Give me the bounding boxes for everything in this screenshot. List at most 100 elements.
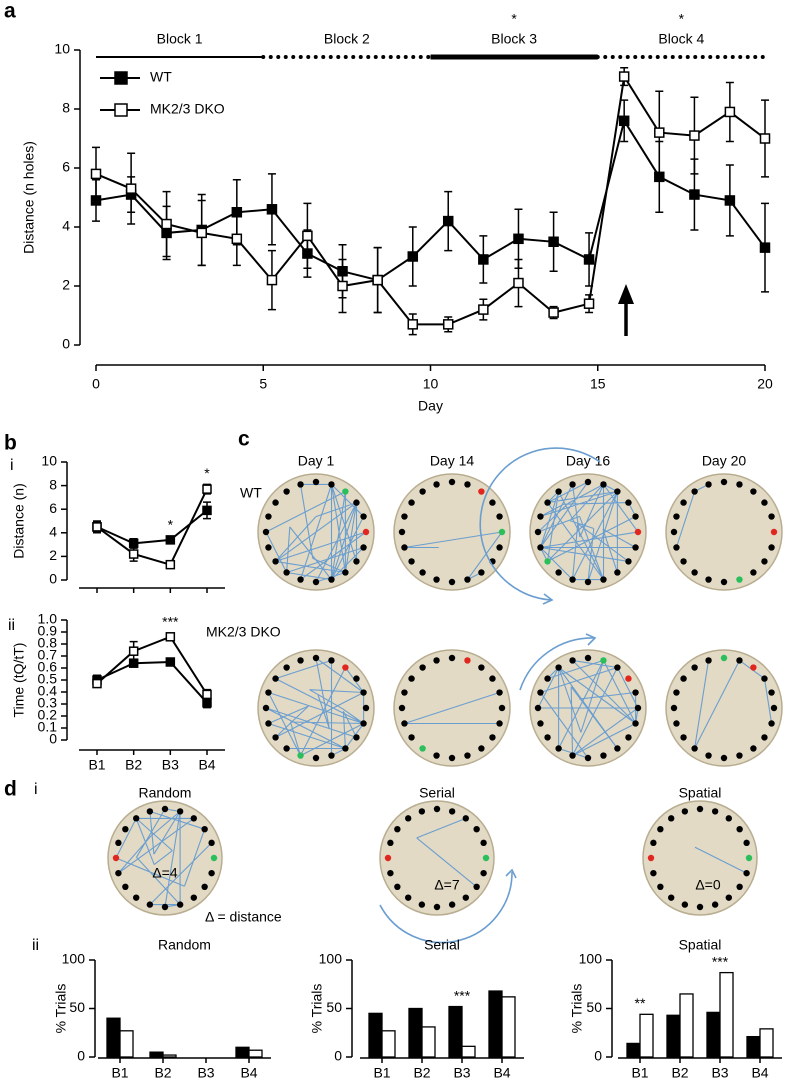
x-tick-label: 10: [423, 376, 439, 392]
hole: [489, 675, 496, 682]
y-tick-label: 8: [62, 100, 70, 116]
panel-label: a: [4, 0, 16, 23]
hole: [312, 754, 320, 762]
hole: [555, 745, 562, 752]
hole: [394, 825, 401, 833]
hole: [650, 839, 657, 847]
hole: [761, 499, 768, 506]
significance: ***: [712, 953, 729, 969]
hole: [625, 558, 632, 565]
hole: [555, 488, 562, 495]
hole: [489, 734, 496, 741]
hole: [569, 752, 576, 759]
subpanel-label: ii: [32, 937, 39, 954]
hole: [680, 734, 687, 741]
hole: [537, 720, 544, 727]
y-tick-label: 0: [49, 731, 57, 747]
marker: [478, 254, 489, 265]
marker: [90, 195, 102, 206]
marker: [513, 233, 524, 245]
y-tick-label: 0: [594, 1048, 602, 1064]
hole: [408, 734, 415, 741]
hole: [272, 734, 279, 741]
hole: [482, 854, 490, 862]
y-tick-label: 6: [62, 159, 70, 175]
hole: [115, 869, 122, 877]
marker: [583, 254, 595, 265]
hole: [132, 894, 140, 901]
hole: [210, 854, 218, 862]
marker: [266, 274, 278, 286]
delta-label: Δ=7: [434, 877, 460, 893]
pattern-title: Serial: [419, 785, 455, 801]
marker: [90, 168, 102, 180]
bar: [706, 1011, 721, 1058]
hole: [201, 883, 208, 891]
hole: [584, 754, 592, 762]
chart-title: Random: [158, 937, 211, 953]
bar: [639, 1013, 654, 1058]
hole: [711, 901, 719, 908]
marker: [202, 505, 212, 516]
hole: [404, 894, 412, 901]
bar: [149, 1051, 164, 1058]
hole: [408, 675, 415, 682]
hole: [634, 704, 642, 712]
x-tick-label: B4: [751, 1065, 768, 1080]
hole: [387, 869, 394, 877]
series-line: [95, 73, 766, 326]
hole: [657, 883, 664, 891]
hole: [342, 745, 349, 752]
bar: [488, 990, 503, 1058]
legend-marker: [114, 71, 128, 85]
x-tick-label: B1: [111, 1065, 128, 1080]
hole: [750, 488, 757, 495]
panel-label: b: [4, 432, 17, 455]
hole: [555, 664, 562, 671]
marker: [724, 195, 736, 206]
hole: [750, 745, 757, 752]
hole: [705, 752, 712, 759]
hole: [328, 576, 335, 583]
y-tick-label: 0.6: [38, 659, 58, 675]
marker: [442, 319, 454, 330]
trajectory: [694, 659, 773, 749]
hole: [283, 569, 290, 576]
hole: [750, 569, 757, 576]
hole: [478, 488, 485, 495]
hole: [725, 815, 733, 822]
hole: [625, 734, 632, 741]
marker: [654, 127, 665, 138]
legend-label: WT: [150, 69, 172, 85]
hole: [537, 689, 544, 696]
hole: [462, 815, 470, 822]
y-axis-label: Distance (n): [11, 483, 27, 558]
hole: [297, 576, 304, 583]
hole: [401, 689, 408, 696]
hole: [544, 558, 551, 565]
hole: [283, 745, 290, 752]
marker: [92, 678, 102, 689]
hole: [544, 499, 551, 506]
hole: [584, 578, 592, 586]
hole: [711, 808, 719, 815]
hole: [770, 704, 778, 712]
significance: **: [635, 995, 646, 1011]
bar: [119, 1030, 134, 1058]
block-significance: *: [679, 11, 685, 27]
hole: [387, 839, 394, 847]
hole: [201, 825, 208, 833]
series-line: [95, 118, 766, 282]
hole: [498, 528, 506, 536]
hole: [360, 720, 367, 727]
hole: [464, 752, 471, 759]
hole: [768, 720, 775, 727]
y-tick-label: 0: [49, 571, 57, 587]
hole: [462, 894, 470, 901]
hole: [473, 883, 480, 891]
pattern-title: Random: [139, 785, 192, 801]
arena: [379, 800, 495, 916]
hole: [725, 894, 733, 901]
hole: [614, 664, 621, 671]
